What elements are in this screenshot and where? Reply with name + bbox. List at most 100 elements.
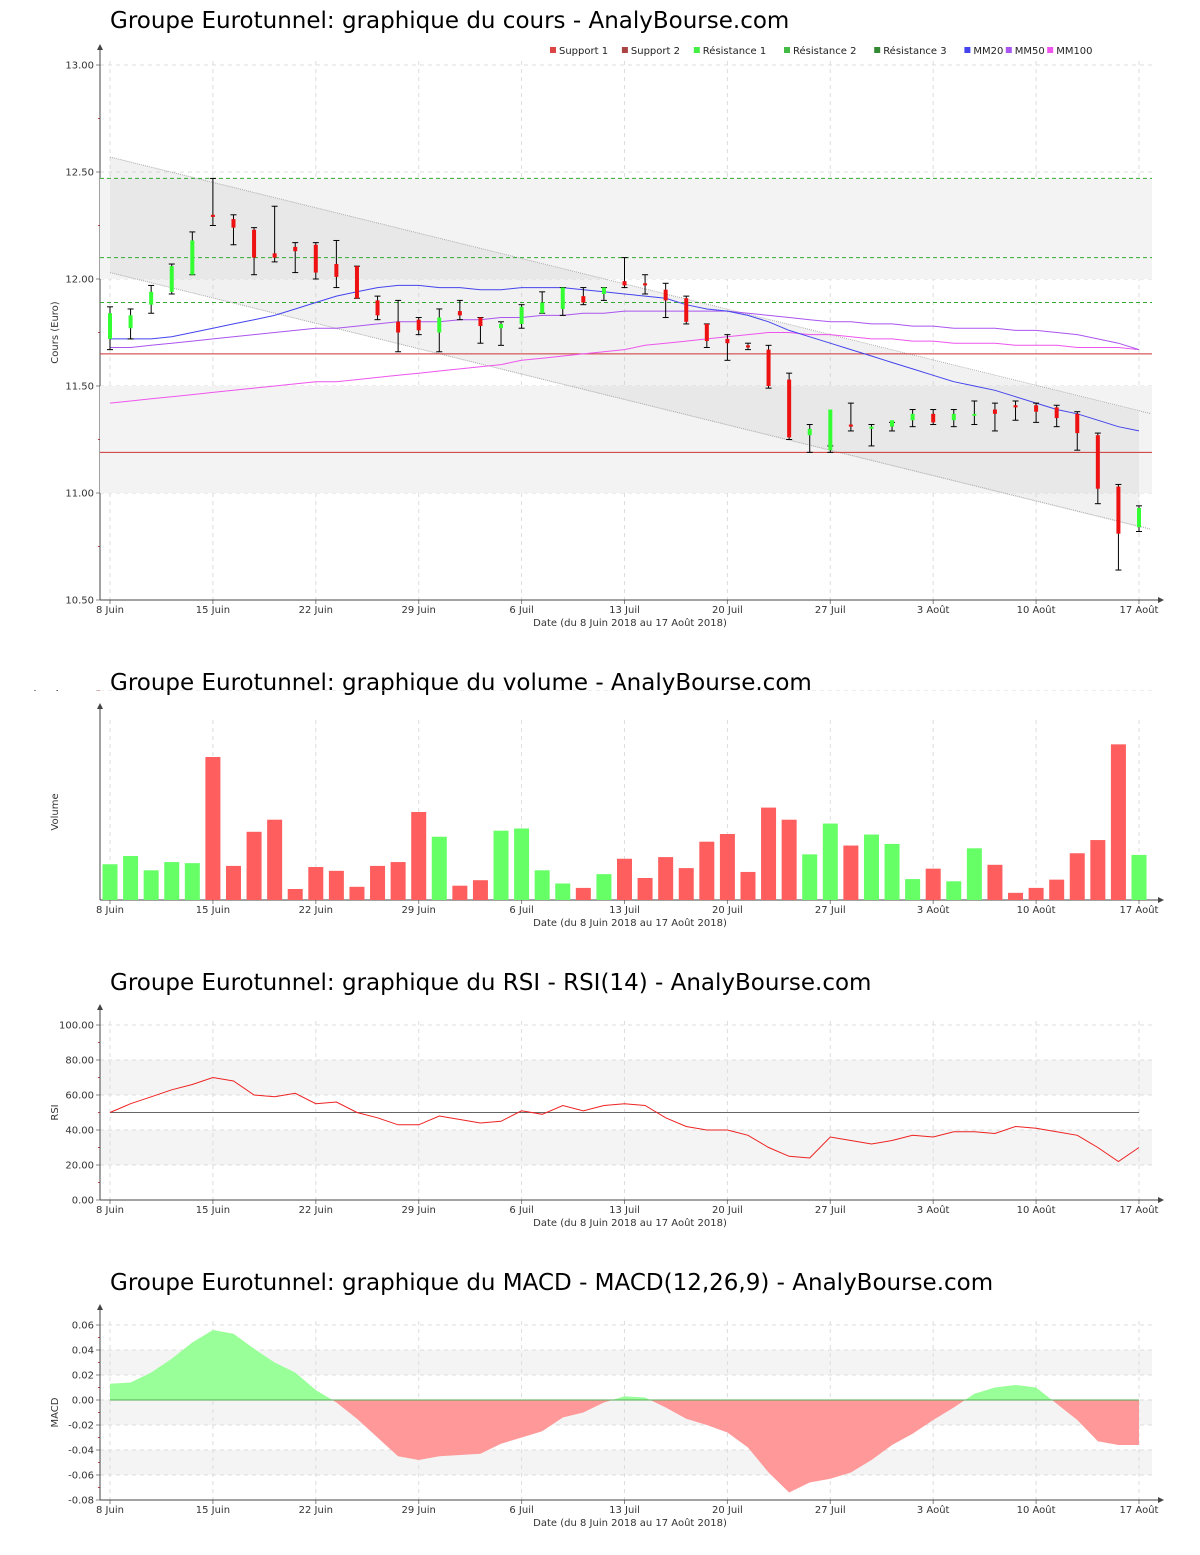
y-tick-label: 1,800,000.00 [27,690,94,693]
volume-chart: 400,000.00600,000.00800,000.001,000,000.… [27,690,1164,929]
candle-body [581,296,586,303]
x-axis-arrow [1158,1197,1164,1203]
rsi-line [109,1076,1140,1163]
volume-bar [555,883,571,900]
x-tick-label: 17 Août [1120,1504,1159,1516]
candle-body [437,317,442,333]
volume-bar [514,828,530,900]
legend-label: MM50 [1015,46,1045,57]
volume-bar [1049,879,1065,900]
volume-bar [637,878,653,900]
volume-bar [411,812,427,900]
volume-bar [1131,854,1147,900]
x-tick-label: 15 Juin [196,1505,230,1516]
volume-bar [596,874,612,900]
candle-body [354,266,359,299]
candle-body [663,289,668,301]
y-tick-label: 12.50 [65,168,94,179]
candle-body [252,229,257,258]
candle-body [992,409,997,414]
y-tick-label: -0.06 [68,1471,94,1482]
candle-body [313,244,318,273]
candle-body [807,428,812,436]
x-tick-label: 22 Juin [299,605,333,616]
y-tick-label: 40.00 [65,1126,94,1137]
trend-channel-upper [109,156,1152,415]
volume-bar [225,865,241,900]
x-tick-label: 3 Août [917,1204,950,1216]
volume-bar [205,757,221,900]
x-axis-arrow [1158,597,1164,603]
trend-channel-lower [109,272,1152,530]
x-tick-label: 8 Juin [96,1505,124,1516]
y-tick-label: 20.00 [65,1161,94,1172]
mm20-line [110,284,1140,432]
volume-bar [287,889,303,900]
x-axis-label: Date (du 8 Juin 2018 au 17 Août 2018) [533,617,727,629]
y-tick-label: -0.04 [68,1446,94,1457]
macd-chart: -0.08 -0.06 -0.04 -0.02 0.00 0.02 0.04 0.06 8 Ju… [50,1304,1164,1529]
legend-swatch [1047,47,1054,53]
legend-label: Résistance 1 [703,45,766,57]
volume-chart-title: Groupe Eurotunnel: graphique du volume -… [110,670,812,696]
mm100-line [109,332,1140,404]
x-tick-label: 15 Juin [196,905,230,916]
x-tick-label: 17 Août [1120,604,1159,616]
volume-bar [431,836,447,900]
legend-swatch [964,47,971,53]
volume-bar [740,871,756,900]
y-tick-label: 11.50 [65,382,94,393]
legend-swatch [693,47,700,53]
candle-body [457,311,462,316]
plot-frame: -0.08 -0.06 -0.04 -0.02 0.00 0.02 0.04 0.06 8 Ju… [50,1304,1164,1529]
x-tick-label: 10 Août [1017,1504,1056,1516]
candle-body [560,287,565,309]
x-tick-label: 20 Juil [712,905,743,916]
x-tick-label: 3 Août [917,904,950,916]
volume-bar [328,870,344,900]
x-axis-label: Date (du 8 Juin 2018 au 17 Août 2018) [533,1217,727,1229]
candle-body [787,379,792,438]
y-tick-label: 1,600,000.00 [27,690,94,693]
x-tick-label: 27 Juil [815,1505,846,1516]
y-tick-label: 13.00 [65,61,94,72]
candle-body [334,264,339,277]
volume-bar [905,879,921,900]
y-tick-label: 1,200,000.00 [27,690,94,693]
candle-body [210,214,215,217]
volume-bar [781,819,797,900]
y-axis-label: Cours (Euro) [50,301,61,364]
volume-bar [699,841,715,900]
legend-label: Résistance 3 [883,45,946,57]
candle-body [766,349,771,386]
volume-bar [164,862,180,900]
volume-bar [184,863,200,900]
candle-body [1034,405,1039,412]
x-tick-label: 22 Juin [299,905,333,916]
candle-body [1137,507,1141,528]
candle-body [108,313,112,339]
volume-bar [349,886,365,900]
plot-frame: 10.50 11.00 11.50 12.00 12.50 13.00 8 Juin 15 J… [50,44,1164,629]
macd-chart-title: Groupe Eurotunnel: graphique du MACD - M… [110,1270,994,1296]
candle-body [396,321,401,333]
volume-bar [390,862,406,900]
rsi-chart-title: Groupe Eurotunnel: graphique du RSI - RS… [110,970,872,996]
candle-body [704,323,709,342]
x-tick-label: 6 Juil [509,905,533,916]
x-tick-label: 27 Juil [815,1205,846,1216]
x-tick-label: 17 Août [1120,1204,1159,1216]
candle-body [643,283,648,286]
candle-body [416,319,421,331]
volume-bar [1090,840,1106,900]
grid-band [100,1060,1152,1095]
price-chart: 10.50 11.00 11.50 12.00 12.50 13.00 8 Juin 15 J… [50,44,1164,629]
y-tick-label: 1,400,000.00 [27,690,94,693]
volume-bar [658,857,674,900]
legend-label: MM100 [1056,46,1092,57]
x-tick-label: 15 Juin [196,1205,230,1216]
candle-body [1075,413,1080,434]
x-tick-label: 6 Juil [509,605,533,616]
candle-body [1013,405,1018,408]
mm50-line [110,310,1140,351]
